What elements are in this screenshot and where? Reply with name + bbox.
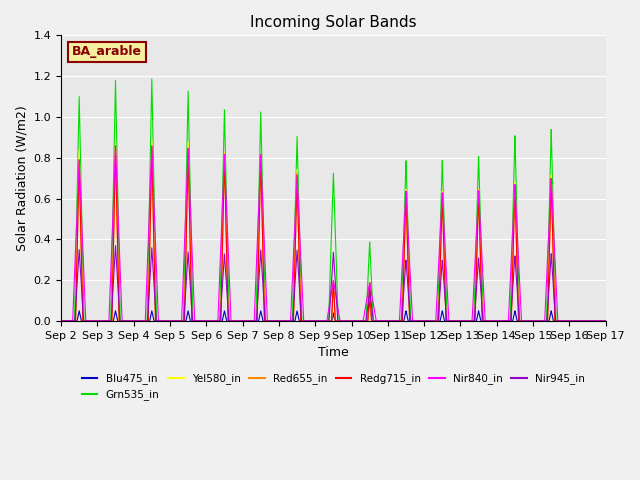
Blu475_in: [261, 318, 269, 324]
Redg715_in: [602, 318, 609, 324]
Grn535_in: [148, 76, 156, 82]
Red655_in: [174, 318, 182, 324]
Red655_in: [148, 145, 156, 151]
Yel580_in: [174, 318, 182, 324]
Grn535_in: [486, 318, 493, 324]
Blu475_in: [602, 318, 609, 324]
Redg715_in: [600, 318, 607, 324]
Y-axis label: Solar Radiation (W/m2): Solar Radiation (W/m2): [15, 105, 28, 251]
Line: Yel580_in: Yel580_in: [61, 140, 605, 321]
Nir945_in: [111, 243, 119, 249]
Nir840_in: [168, 318, 176, 324]
Yel580_in: [261, 318, 269, 324]
Nir840_in: [57, 318, 65, 324]
Red655_in: [57, 318, 65, 324]
Grn535_in: [409, 318, 417, 324]
Blu475_in: [173, 318, 181, 324]
Nir945_in: [486, 318, 493, 324]
Red655_in: [602, 318, 609, 324]
Line: Grn535_in: Grn535_in: [61, 79, 605, 321]
Nir840_in: [602, 318, 609, 324]
Nir945_in: [261, 316, 269, 322]
Blu475_in: [57, 318, 65, 324]
Red655_in: [261, 318, 269, 324]
Text: BA_arable: BA_arable: [72, 45, 142, 59]
Yel580_in: [57, 318, 65, 324]
Nir840_in: [409, 318, 417, 324]
Red655_in: [409, 318, 417, 324]
Yel580_in: [168, 318, 176, 324]
Nir840_in: [174, 318, 182, 324]
Grn535_in: [57, 318, 65, 324]
Grn535_in: [600, 318, 607, 324]
Blu475_in: [366, 298, 374, 304]
Redg715_in: [168, 318, 176, 324]
Red655_in: [168, 318, 176, 324]
Legend: Blu475_in, Grn535_in, Yel580_in, Red655_in, Redg715_in, Nir840_in, Nir945_in: Blu475_in, Grn535_in, Yel580_in, Red655_…: [77, 369, 589, 405]
Nir945_in: [602, 318, 609, 324]
Nir945_in: [168, 318, 176, 324]
Line: Redg715_in: Redg715_in: [61, 146, 605, 321]
Redg715_in: [261, 318, 269, 324]
Nir840_in: [111, 143, 119, 149]
Blu475_in: [409, 318, 417, 324]
X-axis label: Time: Time: [318, 346, 349, 359]
Line: Nir945_in: Nir945_in: [61, 246, 605, 321]
Blu475_in: [486, 318, 493, 324]
Redg715_in: [409, 318, 417, 324]
Redg715_in: [111, 143, 119, 149]
Yel580_in: [409, 318, 417, 324]
Grn535_in: [602, 318, 609, 324]
Redg715_in: [57, 318, 65, 324]
Red655_in: [486, 318, 493, 324]
Grn535_in: [174, 318, 182, 324]
Nir840_in: [486, 318, 493, 324]
Blu475_in: [600, 318, 607, 324]
Line: Nir840_in: Nir840_in: [61, 146, 605, 321]
Nir945_in: [600, 318, 607, 324]
Redg715_in: [486, 318, 493, 324]
Redg715_in: [174, 318, 182, 324]
Line: Blu475_in: Blu475_in: [61, 301, 605, 321]
Blu475_in: [168, 318, 175, 324]
Line: Red655_in: Red655_in: [61, 148, 605, 321]
Nir840_in: [600, 318, 607, 324]
Red655_in: [600, 318, 607, 324]
Yel580_in: [486, 318, 493, 324]
Nir945_in: [174, 318, 182, 324]
Nir945_in: [409, 318, 417, 324]
Nir945_in: [57, 318, 65, 324]
Grn535_in: [261, 297, 269, 302]
Yel580_in: [148, 137, 156, 143]
Nir840_in: [261, 259, 269, 265]
Grn535_in: [168, 318, 176, 324]
Yel580_in: [600, 318, 607, 324]
Yel580_in: [602, 318, 609, 324]
Title: Incoming Solar Bands: Incoming Solar Bands: [250, 15, 417, 30]
